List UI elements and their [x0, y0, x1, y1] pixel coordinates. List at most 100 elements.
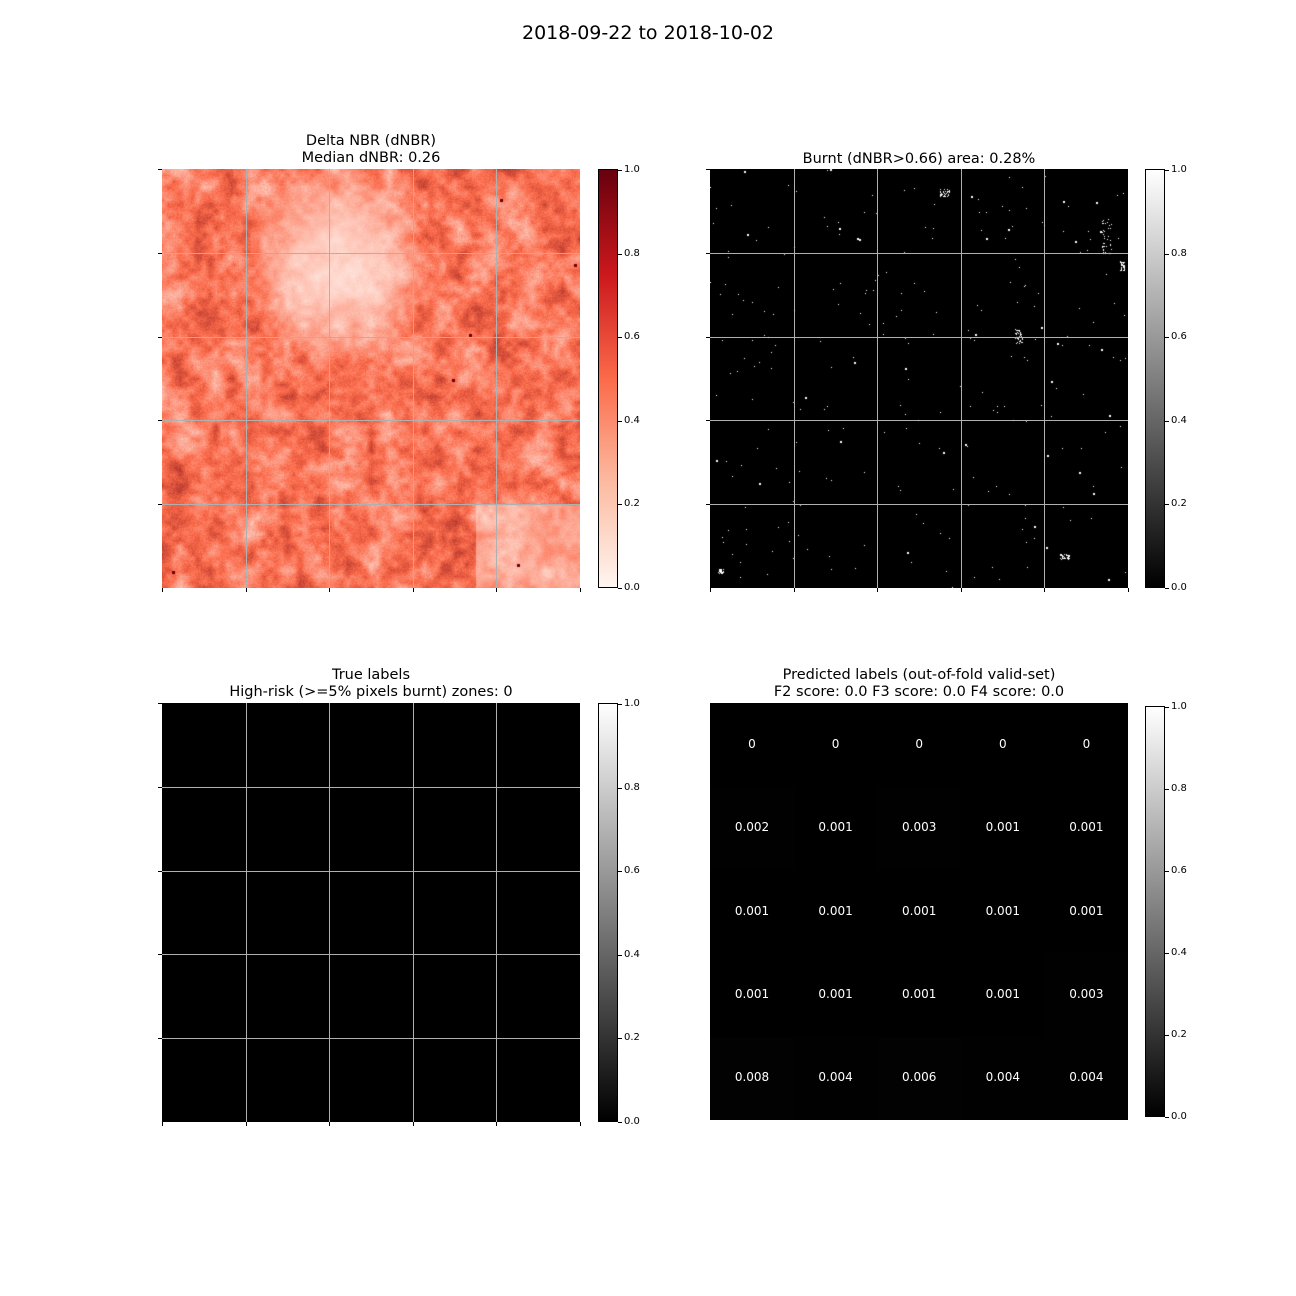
colorbar-tick — [1165, 1035, 1169, 1036]
burnt-ytick — [706, 253, 710, 254]
dnbr-title-line1: Delta NBR (dNBR) — [305, 133, 437, 149]
colorbar-tick-label: 0.6 — [1171, 331, 1187, 342]
colorbar-tick-label: 0.8 — [624, 782, 640, 793]
dnbr-title-line2: Median dNBR: 0.26 — [301, 150, 441, 166]
colorbar-tick — [618, 704, 622, 705]
dnbr-gridline-y — [162, 504, 580, 505]
true-labels-ytick — [158, 871, 162, 872]
dnbr-ytick — [158, 253, 162, 254]
colorbar-tick-label: 1.0 — [624, 164, 640, 175]
pred-labels-title: Predicted labels (out-of-fold valid-set)… — [710, 667, 1128, 701]
true-labels-gridline-y — [162, 871, 580, 872]
pred-cell-value: 0.001 — [902, 986, 937, 1001]
pred-cell — [793, 786, 878, 871]
pred-cell-value: 0.001 — [734, 986, 770, 1001]
true-labels-xtick — [580, 1122, 581, 1126]
burnt-ytick — [706, 504, 710, 505]
colorbar-tick-label: 1.0 — [1171, 701, 1187, 712]
dnbr-gridline-y — [162, 420, 580, 421]
colorbar-tick — [1165, 504, 1169, 505]
colorbar-tick-label: 0.2 — [624, 1032, 640, 1043]
colorbar-tick — [1165, 707, 1169, 708]
pred-cell — [793, 869, 878, 954]
burnt-colorbar: 0.0 0.2 0.4 0.6 0.8 1.0 — [1145, 165, 1187, 593]
dnbr-ytick — [158, 420, 162, 421]
pred-cell-value: 0.004 — [1069, 1070, 1104, 1085]
pred-cell — [877, 953, 962, 1038]
burnt-ytick — [706, 420, 710, 421]
burnt-ytick — [706, 337, 710, 338]
pred-cell-value: 0.004 — [985, 1070, 1020, 1085]
pred-cell — [793, 1036, 878, 1120]
pred-cell-value: 0 — [915, 736, 923, 751]
dnbr-colorbar: 0.0 0.2 0.4 0.6 0.8 1.0 — [598, 165, 640, 593]
pred-cell — [793, 703, 878, 787]
pred-cell-value: 0.001 — [1069, 903, 1104, 918]
true-labels-gridline-x — [496, 703, 497, 1122]
colorbar-tick-label: 0.6 — [624, 331, 640, 342]
pred-cell-value: 0.001 — [818, 820, 853, 835]
pred-cell — [877, 703, 962, 787]
pred-cell-value: 0 — [831, 736, 840, 751]
colorbar-tick-label: 0.2 — [1171, 498, 1187, 509]
pred-cell-value: 0.003 — [902, 820, 937, 835]
pred-cell — [877, 869, 962, 954]
colorbar-tick — [1165, 789, 1169, 790]
true-labels-gridline-y — [162, 954, 580, 955]
colorbar-tick — [618, 254, 622, 255]
true-labels-gridline-x — [413, 703, 414, 1122]
colorbar-tick — [618, 170, 622, 171]
pred-cell — [1044, 953, 1128, 1038]
burnt-gridline-x — [877, 169, 878, 588]
true-labels-ytick — [158, 703, 162, 704]
colorbar-tick-label: 0.0 — [1171, 582, 1187, 593]
true-labels-xtick — [162, 1122, 163, 1126]
colorbar-tick — [1165, 421, 1169, 422]
pred-cell — [710, 953, 794, 1038]
true-labels-gridline-y — [162, 787, 580, 788]
colorbar-tick-label: 0.4 — [1171, 947, 1187, 958]
pred-cell-value: 0.004 — [818, 1070, 853, 1085]
colorbar-tick — [618, 504, 622, 505]
dnbr-xtick — [246, 588, 247, 592]
pred-cell — [710, 869, 794, 954]
colorbar-tick — [1165, 337, 1169, 338]
dnbr-ytick — [158, 504, 162, 505]
colorbar-tick — [1165, 953, 1169, 954]
colorbar-tick-label: 0.8 — [624, 248, 640, 259]
colorbar-tick — [1165, 871, 1169, 872]
true-labels-xtick — [413, 1122, 414, 1126]
pred-cell-value: 0.008 — [734, 1070, 770, 1085]
dnbr-xtick — [162, 588, 163, 592]
pred-cell-value: 0.001 — [818, 986, 853, 1001]
burnt-gridline-y — [710, 420, 1128, 421]
pred-cell — [1044, 869, 1128, 954]
colorbar-tick-label: 0.6 — [1171, 865, 1187, 876]
pred-labels-heatmap: 0 0 0 0 0 0.002 0.001 0.003 0.001 0.001 0.001 0.001… — [710, 703, 1128, 1120]
dnbr-title: Delta NBR (dNBR) Median dNBR: 0.26 — [162, 133, 580, 167]
dnbr-ytick — [158, 169, 162, 170]
pred-cell — [960, 1036, 1045, 1120]
colorbar-tick — [618, 955, 622, 956]
burnt-xtick — [877, 588, 878, 592]
true-labels-title-line1: True labels — [331, 667, 411, 683]
colorbar-tick — [618, 1122, 622, 1123]
figure-title: 2018-09-22 to 2018-10-02 — [522, 22, 774, 44]
dnbr-xtick — [496, 588, 497, 592]
dnbr-xtick — [329, 588, 330, 592]
colorbar-tick-label: 0.2 — [1171, 1029, 1187, 1040]
colorbar-tick — [618, 788, 622, 789]
colorbar-tick — [618, 588, 622, 589]
pred-cell — [1044, 703, 1128, 787]
colorbar-tick — [1165, 1117, 1169, 1118]
pred-cell-value: 0.001 — [985, 820, 1020, 835]
colorbar-tick-label: 0.4 — [624, 949, 640, 960]
dnbr-gridline-y — [162, 337, 580, 338]
pred-cell — [793, 953, 878, 1038]
true-labels-ytick — [158, 787, 162, 788]
colorbar-tick-label: 0.0 — [1171, 1111, 1187, 1122]
pred-cell — [877, 786, 962, 871]
pred-cell-value: 0.001 — [734, 903, 770, 918]
true-labels-title: True labels High-risk (>=5% pixels burnt… — [162, 667, 580, 701]
pred-cell-value: 0 — [998, 736, 1007, 751]
